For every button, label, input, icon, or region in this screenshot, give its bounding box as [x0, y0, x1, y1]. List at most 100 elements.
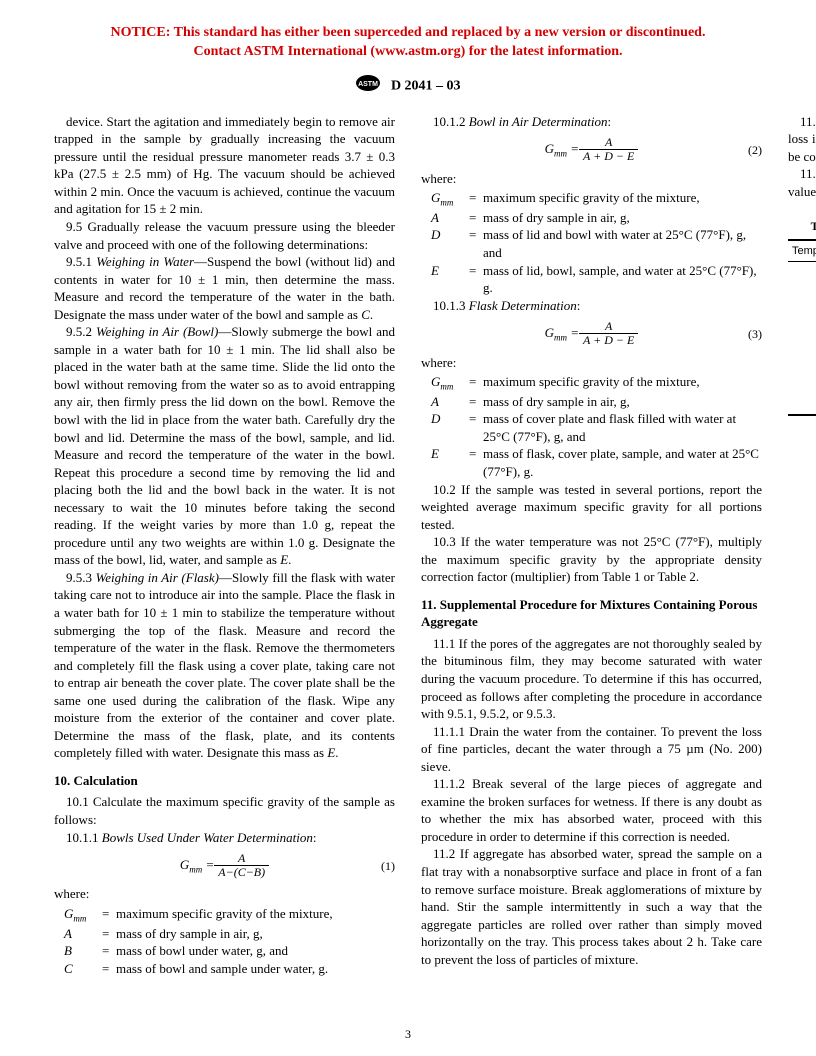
para-9-5-2: 9.5.2 Weighing in Air (Bowl)—Slowly subm… — [54, 323, 395, 569]
def: maximum specific gravity of the mixture, — [483, 189, 762, 209]
table-cell: 24.0 — [788, 364, 816, 381]
para-10-3: 10.3 If the water temperature was not 25… — [421, 533, 762, 586]
eq-number: (2) — [748, 142, 762, 158]
section-11-head: 11. Supplemental Procedure for Mixtures … — [421, 596, 762, 631]
document-header: ASTM D 2041 – 03 — [54, 74, 762, 99]
lead: 9.5.2 — [66, 324, 96, 339]
th: Temperature — [788, 240, 816, 262]
table-cell: 22.0 — [788, 296, 816, 313]
where-row: B=mass of bowl under water, g, and — [64, 942, 395, 960]
eq-frac: A A + D − E — [579, 320, 638, 347]
var-e: E — [280, 552, 288, 567]
designation: D 2041 – 03 — [391, 78, 461, 93]
page-number: 3 — [0, 1026, 816, 1042]
para-10-1: 10.1 Calculate the maximum specific grav… — [54, 793, 395, 828]
page: NOTICE: This standard has either been su… — [0, 0, 816, 1056]
where-row: Gmm=maximum specific gravity of the mixt… — [431, 373, 762, 393]
where-row: C=mass of bowl and sample under water, g… — [64, 960, 395, 978]
eq-lhs: Gmm = — [545, 324, 579, 344]
table-row: 23.01.00049527.50.999327 — [788, 330, 816, 347]
eq-number: (3) — [748, 326, 762, 342]
para-11-1-1: 11.1.1 Drain the water from the containe… — [421, 723, 762, 776]
table-1-title: TABLE 1 Temperature-Density Correction F… — [788, 218, 816, 234]
def: maximum specific gravity of the mixture, — [483, 373, 762, 393]
def: mass of flask, cover plate, sample, and … — [483, 445, 762, 480]
body-columns: device. Start the agitation and immediat… — [54, 113, 762, 981]
para-10-2: 10.2 If the sample was tested in several… — [421, 481, 762, 534]
lead: 9.5.3 — [66, 570, 96, 585]
table-row: 23.51.00037528.00.999186 — [788, 347, 816, 364]
table-cell: 23.0 — [788, 330, 816, 347]
where-row: A=mass of dry sample in air, g, — [431, 209, 762, 227]
para-11-4: 11.4 Substitute the final surface dry ma… — [788, 165, 816, 200]
equation-2: Gmm = A A + D − E (2) — [421, 136, 762, 163]
eq-num: A — [579, 320, 638, 334]
table-cell: 23.5 — [788, 347, 816, 364]
def: maximum specific gravity of the mixture, — [116, 905, 395, 925]
table-row: 24.01.00025328.50.999042 — [788, 364, 816, 381]
eq-frac: A A + D − E — [579, 136, 638, 163]
italic-title: Weighing in Air (Bowl) — [96, 324, 218, 339]
eq-frac: A A−(C−B) — [214, 852, 269, 879]
lead: 10.1.2 — [433, 114, 469, 129]
italic-title: Weighing in Water — [96, 254, 194, 269]
equation-3: Gmm = A A + D − E (3) — [421, 320, 762, 347]
table-row: 25.01.00000029.50.998748 — [788, 397, 816, 415]
table-cell: 24.5 — [788, 380, 816, 397]
where-row: E=mass of lid, bowl, sample, and water a… — [431, 262, 762, 297]
def: mass of bowl and sample under water, g. — [116, 960, 395, 978]
colon: : — [577, 298, 581, 313]
para-10-1-2: 10.1.2 Bowl in Air Determination: — [421, 113, 762, 131]
def: mass of lid and bowl with water at 25°C … — [483, 226, 762, 261]
table-cell: 25.0 — [788, 397, 816, 415]
var-e: E — [327, 745, 335, 760]
eq-num: A — [214, 852, 269, 866]
def: mass of dry sample in air, g, — [116, 925, 395, 943]
where-row: D=mass of lid and bowl with water at 25°… — [431, 226, 762, 261]
lead: 9.5.1 — [66, 254, 96, 269]
eq-lhs: Gmm = — [545, 140, 579, 160]
text: —Slowly fill the flask with water taking… — [54, 570, 395, 760]
lead: 10.1.3 — [433, 298, 469, 313]
where-row: E=mass of flask, cover plate, sample, an… — [431, 445, 762, 480]
where-row: Gmm=maximum specific gravity of the mixt… — [431, 189, 762, 209]
def: mass of dry sample in air, g, — [483, 393, 762, 411]
def: mass of dry sample in air, g, — [483, 209, 762, 227]
table-row: 22.51.00061327.00.999466 — [788, 313, 816, 330]
table-cell: 22.5 — [788, 313, 816, 330]
eq-den: A + D − E — [579, 334, 638, 347]
where-row: D=mass of cover plate and flask filled w… — [431, 410, 762, 445]
lead: 10.1.1 — [66, 830, 102, 845]
notice-line-1: NOTICE: This standard has either been su… — [54, 24, 762, 43]
where-label-3: where: — [421, 354, 762, 372]
equation-1: Gmm = A A−(C−B) (1) — [54, 852, 395, 879]
where-label-1: where: — [54, 885, 395, 903]
eq-den: A−(C−B) — [214, 866, 269, 879]
italic-title: Weighing in Air (Flask) — [96, 570, 219, 585]
eq-den: A + D − E — [579, 150, 638, 163]
where-label-2: where: — [421, 170, 762, 188]
eq-lhs: Gmm = — [180, 856, 214, 876]
italic-title: Bowl in Air Determination — [469, 114, 608, 129]
svg-text:ASTM: ASTM — [359, 81, 379, 88]
notice-banner: NOTICE: This standard has either been su… — [54, 24, 762, 62]
where-row: Gmm=maximum specific gravity of the mixt… — [64, 905, 395, 925]
para-11-1-2: 11.1.2 Break several of the large pieces… — [421, 775, 762, 845]
colon: : — [313, 830, 317, 845]
table-row: 21.51.00084026.00.999738 — [788, 279, 816, 296]
table-1-block: TABLE 1 Temperature-Density Correction F… — [788, 218, 816, 416]
para-9-5-3: 9.5.3 Weighing in Air (Flask)—Slowly fil… — [54, 569, 395, 762]
para-10-1-3: 10.1.3 Flask Determination: — [421, 297, 762, 315]
table-1: Temperature Multiplier Temperature Multi… — [788, 239, 816, 416]
astm-logo-icon: ASTM — [355, 74, 381, 99]
para-10-1-1: 10.1.1 Bowls Used Under Water Determinat… — [54, 829, 395, 847]
table-row: 24.51.00012729.00.998897 — [788, 380, 816, 397]
eq-number: (1) — [381, 858, 395, 874]
section-10-head: 10. Calculation — [54, 772, 395, 790]
text: 11.4 Substitute the final surface dry ma… — [800, 166, 816, 181]
italic-title: Flask Determination — [469, 298, 577, 313]
var-c: C — [361, 307, 370, 322]
notice-line-2: Contact ASTM International (www.astm.org… — [54, 43, 762, 62]
table-cell: 21.5 — [788, 279, 816, 296]
table-row: 21.01.00095125.50.999870 — [788, 262, 816, 279]
